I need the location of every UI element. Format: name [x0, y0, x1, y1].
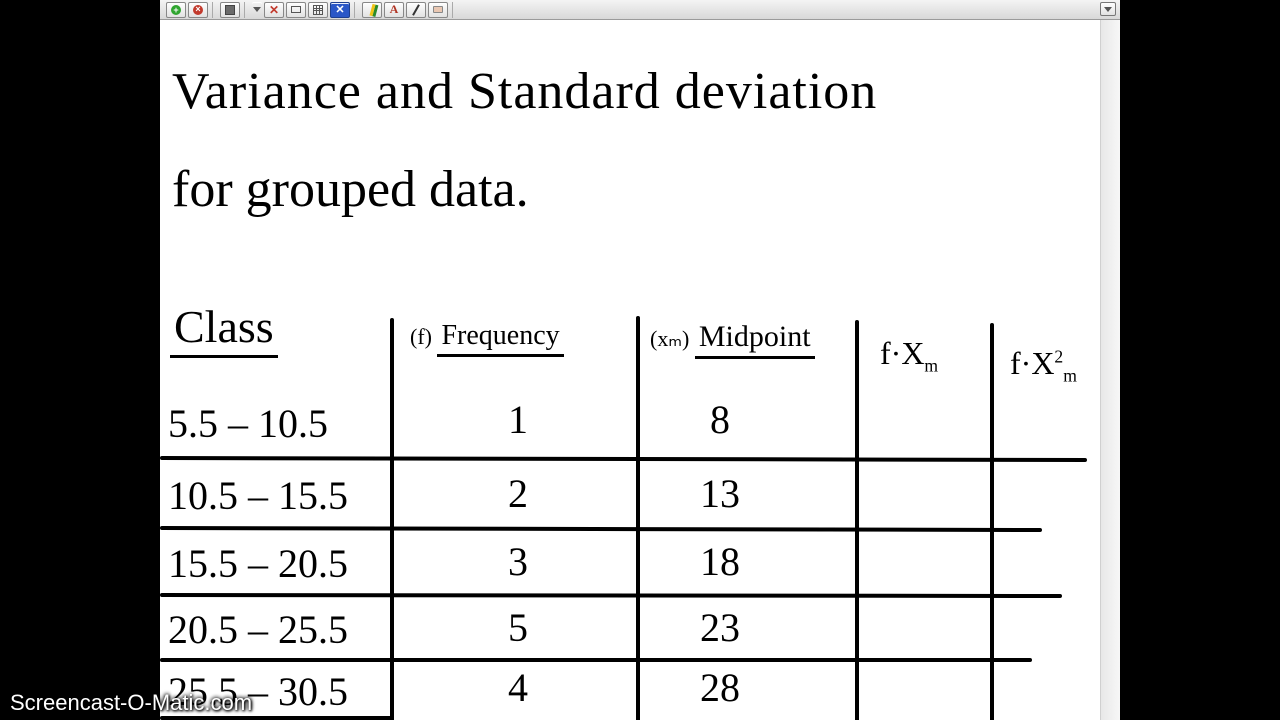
delete-button[interactable]: ✕ [264, 2, 284, 18]
cell-class: 15.5 – 20.5 [168, 540, 348, 587]
header-fx-sub: m [924, 355, 938, 375]
cell-class: 5.5 – 10.5 [168, 400, 328, 447]
grid-button[interactable] [308, 2, 328, 18]
remove-page-button[interactable]: × [188, 2, 208, 18]
header-fx2-text: f·X [1010, 345, 1054, 381]
grid-icon [313, 5, 323, 15]
cell-frequency: 5 [418, 604, 618, 651]
header-fxm2: f·X2m [1010, 345, 1077, 386]
header-freq-text: Frequency [437, 320, 563, 357]
toolbar-separator [244, 2, 248, 18]
scroll-indicator[interactable] [1100, 2, 1116, 16]
header-class: Class [170, 300, 278, 358]
toolbar-separator [212, 2, 216, 18]
minus-icon: × [193, 5, 203, 15]
header-mid-prefix: (xₘ) [650, 326, 689, 351]
x-white-icon: ✕ [335, 3, 344, 16]
whiteboard-app-window: + × ✕ ✕ A [160, 0, 1120, 720]
header-fx2-sup: 2 [1054, 346, 1063, 366]
cell-frequency: 2 [418, 470, 618, 517]
cell-class: 20.5 – 25.5 [168, 606, 348, 653]
watermark: Screencast-O-Matic.com [0, 688, 262, 720]
x-icon: ✕ [269, 3, 279, 17]
floppy-icon [225, 5, 235, 15]
header-fxm: f·Xm [880, 335, 938, 376]
cell-midpoint: 13 [620, 470, 820, 517]
cell-class: 10.5 – 15.5 [168, 472, 348, 519]
toolbar: + × ✕ ✕ A [160, 0, 1120, 20]
add-page-button[interactable]: + [166, 2, 186, 18]
header-freq-prefix: (f) [410, 324, 432, 349]
save-button[interactable] [220, 2, 240, 18]
cell-frequency: 3 [418, 538, 618, 585]
letter-a-icon: A [390, 2, 399, 17]
cell-midpoint: 8 [620, 396, 820, 443]
screen-button[interactable] [286, 2, 306, 18]
cell-midpoint: 18 [620, 538, 820, 585]
toolbar-separator [452, 2, 456, 18]
header-frequency: (f) Frequency [410, 320, 564, 357]
header-class-text: Class [170, 300, 278, 358]
clear-button[interactable]: ✕ [330, 2, 350, 18]
toolbar-separator [354, 2, 358, 18]
highlighter-button[interactable] [362, 2, 382, 18]
eraser-icon [433, 6, 443, 13]
vertical-scrollbar[interactable] [1100, 20, 1120, 720]
chevron-down-icon [1104, 7, 1112, 12]
cell-frequency: 4 [418, 664, 618, 711]
text-color-button[interactable]: A [384, 2, 404, 18]
eraser-button[interactable] [428, 2, 448, 18]
monitor-icon [291, 6, 301, 13]
title-line-1: Variance and Standard deviation [172, 62, 877, 121]
cell-frequency: 1 [418, 396, 618, 443]
header-fx2-sub: m [1063, 365, 1077, 385]
highlighter-icon [369, 3, 375, 15]
header-fx-text: f·X [880, 335, 924, 371]
plus-icon: + [171, 5, 181, 15]
header-midpoint: (xₘ) Midpoint [650, 320, 815, 359]
header-mid-text: Midpoint [695, 320, 815, 359]
whiteboard-canvas[interactable]: Variance and Standard deviation for grou… [160, 20, 1100, 720]
dropdown-button[interactable] [252, 2, 262, 18]
cell-midpoint: 28 [620, 664, 820, 711]
title-line-2: for grouped data. [172, 160, 529, 219]
pen-icon [412, 4, 420, 15]
chevron-down-icon [253, 7, 261, 12]
cell-midpoint: 23 [620, 604, 820, 651]
pen-button[interactable] [406, 2, 426, 18]
